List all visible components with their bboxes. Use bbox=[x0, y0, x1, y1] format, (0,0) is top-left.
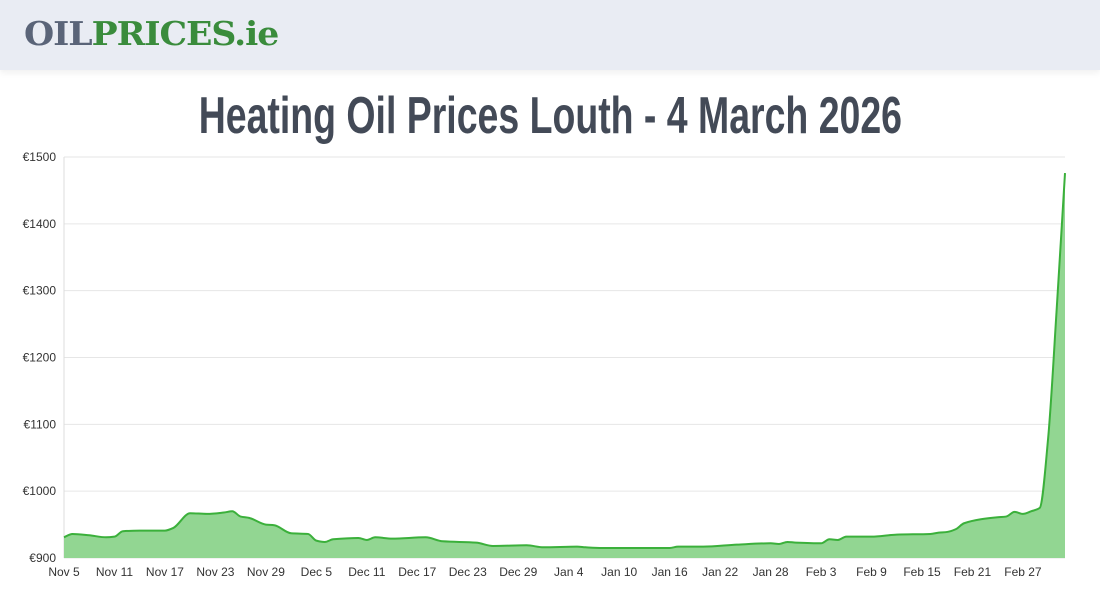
x-tick-label: Nov 11 bbox=[96, 565, 133, 579]
x-tick-label: Nov 29 bbox=[247, 565, 285, 579]
site-header: OILPRICES.ie bbox=[0, 0, 1100, 70]
x-tick-label: Feb 3 bbox=[806, 565, 837, 579]
price-line bbox=[63, 172, 1066, 549]
y-tick-label: €1400 bbox=[23, 217, 57, 231]
x-tick-label: Feb 27 bbox=[1004, 565, 1042, 579]
x-tick-label: Feb 9 bbox=[856, 565, 887, 579]
x-tick-label: Jan 22 bbox=[702, 565, 738, 579]
y-tick-label: €1300 bbox=[23, 284, 57, 298]
x-tick-label: Jan 10 bbox=[601, 565, 637, 579]
y-tick-label: €900 bbox=[29, 551, 56, 565]
x-tick-label: Feb 21 bbox=[954, 565, 992, 579]
y-tick-label: €1000 bbox=[23, 484, 57, 498]
y-tick-label: €1100 bbox=[24, 417, 57, 431]
x-tick-label: Jan 4 bbox=[554, 565, 584, 579]
y-tick-label: €1200 bbox=[23, 351, 57, 365]
x-tick-label: Nov 17 bbox=[146, 565, 184, 579]
x-tick-label: Nov 5 bbox=[48, 565, 80, 579]
site-logo[interactable]: OILPRICES.ie bbox=[24, 14, 279, 53]
page-title: Heating Oil Prices Louth - 4 March 2026 bbox=[198, 87, 902, 145]
x-tick-label: Jan 16 bbox=[652, 565, 688, 579]
x-tick-label: Dec 5 bbox=[301, 565, 333, 579]
x-tick-label: Dec 29 bbox=[499, 565, 537, 579]
x-tick-label: Jan 28 bbox=[753, 565, 789, 579]
y-tick-label: €1500 bbox=[23, 150, 57, 164]
x-tick-label: Dec 23 bbox=[449, 565, 487, 579]
x-tick-label: Dec 11 bbox=[348, 565, 385, 579]
x-tick-label: Feb 15 bbox=[903, 565, 941, 579]
x-tick-label: Dec 17 bbox=[398, 565, 436, 579]
price-area bbox=[64, 173, 1065, 559]
x-tick-label: Nov 23 bbox=[196, 565, 234, 579]
